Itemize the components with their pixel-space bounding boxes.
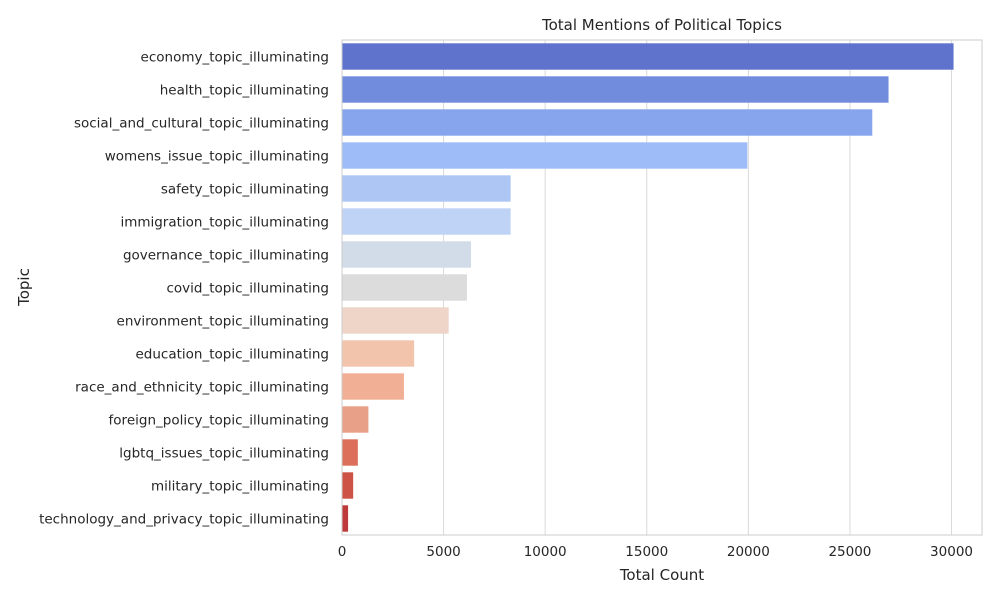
- bar-womens-issue-topic-illuminating: [342, 142, 748, 169]
- bar-governance-topic-illuminating: [342, 241, 472, 268]
- x-tick-label: 20000: [727, 544, 770, 560]
- x-tick-label: 30000: [930, 544, 973, 560]
- plot-frame: [341, 39, 983, 536]
- bar-social-and-cultural-topic-illuminating: [342, 109, 873, 136]
- x-tick-label: 15000: [625, 544, 668, 560]
- y-tick-labels: economy_topic_illuminating health_topic_i…: [39, 50, 329, 528]
- y-tick-label: health_topic_illuminating: [160, 83, 329, 99]
- bar-environment-topic-illuminating: [342, 307, 449, 334]
- y-tick-label: economy_topic_illuminating: [141, 50, 329, 66]
- bar-lgbtq-issues-topic-illuminating: [342, 439, 358, 466]
- y-tick-label: social_and_cultural_topic_illuminating: [74, 116, 329, 132]
- y-tick-label: foreign_policy_topic_illuminating: [109, 413, 329, 429]
- bar-immigration-topic-illuminating: [342, 208, 511, 235]
- bar-foreign-policy-topic-illuminating: [342, 406, 369, 433]
- bar-military-topic-illuminating: [342, 472, 354, 499]
- y-tick-label: technology_and_privacy_topic_illuminatin…: [39, 512, 329, 528]
- x-tick-labels: 0 5000 10000 15000 20000 25000 30000: [338, 544, 973, 560]
- bar-economy-topic-illuminating: [342, 43, 954, 70]
- y-tick-label: education_topic_illuminating: [136, 347, 330, 363]
- x-tick-label: 5000: [426, 544, 460, 560]
- y-axis-label: Topic: [15, 268, 33, 307]
- y-tick-label: race_and_ethnicity_topic_illuminating: [75, 380, 329, 396]
- x-tick-label: 10000: [524, 544, 567, 560]
- bar-technology-and-privacy-topic-illuminating: [342, 505, 349, 532]
- y-tick-label: covid_topic_illuminating: [167, 281, 330, 297]
- chart-title: Total Mentions of Political Topics: [541, 16, 782, 34]
- bar-safety-topic-illuminating: [342, 175, 511, 202]
- bar-education-topic-illuminating: [342, 340, 415, 367]
- x-tick-label: 0: [338, 544, 347, 560]
- y-tick-label: lgbtq_issues_topic_illuminating: [119, 446, 329, 462]
- y-tick-label: military_topic_illuminating: [151, 479, 329, 495]
- x-tick-label: 25000: [828, 544, 871, 560]
- y-tick-label: safety_topic_illuminating: [161, 182, 329, 198]
- bars: [342, 43, 954, 532]
- bar-covid-topic-illuminating: [342, 274, 467, 301]
- y-tick-label: immigration_topic_illuminating: [120, 215, 329, 231]
- y-tick-label: womens_issue_topic_illuminating: [105, 149, 329, 165]
- y-tick-label: environment_topic_illuminating: [117, 314, 329, 330]
- bar-health-topic-illuminating: [342, 76, 889, 103]
- y-tick-label: governance_topic_illuminating: [123, 248, 329, 264]
- x-axis-label: Total Count: [619, 566, 704, 584]
- bar-race-and-ethnicity-topic-illuminating: [342, 373, 404, 400]
